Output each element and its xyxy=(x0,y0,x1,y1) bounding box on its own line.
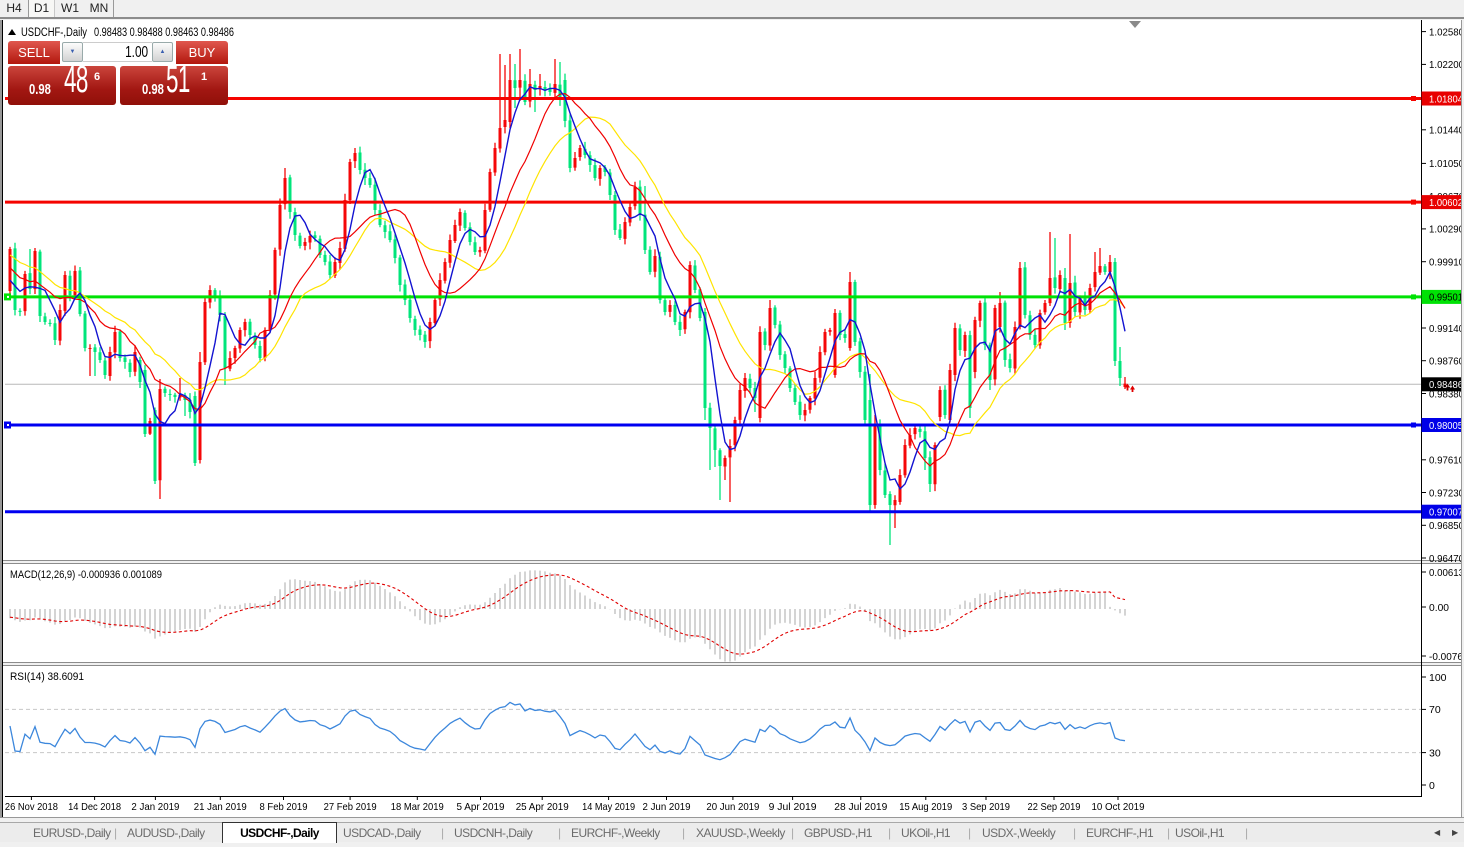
svg-text:20 Jun 2019: 20 Jun 2019 xyxy=(706,801,759,813)
svg-text:0.00613: 0.00613 xyxy=(1429,567,1464,579)
svg-text:70: 70 xyxy=(1429,704,1441,716)
svg-text:1.01050: 1.01050 xyxy=(1429,158,1464,170)
svg-text:0.98486: 0.98486 xyxy=(1429,379,1463,391)
svg-text:100: 100 xyxy=(1429,672,1447,684)
svg-text:0.98760: 0.98760 xyxy=(1429,356,1464,368)
svg-text:-0.007612: -0.007612 xyxy=(1429,651,1464,663)
svg-text:30: 30 xyxy=(1429,747,1441,759)
svg-text:MACD(12,26,9) -0.000936 0.0010: MACD(12,26,9) -0.000936 0.001089 xyxy=(10,569,162,581)
svg-text:0.96850: 0.96850 xyxy=(1429,520,1464,532)
svg-text:0.99910: 0.99910 xyxy=(1429,257,1464,269)
svg-text:USDCHF-,Daily: USDCHF-,Daily xyxy=(21,27,87,39)
svg-text:1.02200: 1.02200 xyxy=(1429,59,1464,71)
svg-text:0.96470: 0.96470 xyxy=(1429,553,1464,565)
svg-text:14 Dec 2018: 14 Dec 2018 xyxy=(68,801,121,813)
svg-text:21 Jan 2019: 21 Jan 2019 xyxy=(194,801,247,813)
svg-text:2 Jun 2019: 2 Jun 2019 xyxy=(643,801,691,813)
svg-text:1.01440: 1.01440 xyxy=(1429,125,1464,137)
svg-text:28 Jul 2019: 28 Jul 2019 xyxy=(834,801,887,813)
svg-text:0: 0 xyxy=(1429,780,1435,792)
svg-text:14 May 2019: 14 May 2019 xyxy=(582,801,635,813)
svg-text:22 Sep 2019: 22 Sep 2019 xyxy=(1028,801,1081,813)
svg-text:0.99140: 0.99140 xyxy=(1429,323,1464,335)
svg-text:1.01804: 1.01804 xyxy=(1429,93,1463,105)
svg-text:1.02580: 1.02580 xyxy=(1429,26,1464,38)
svg-text:27 Feb 2019: 27 Feb 2019 xyxy=(324,801,377,813)
svg-text:0.99501: 0.99501 xyxy=(1429,292,1463,304)
svg-text:25 Apr 2019: 25 Apr 2019 xyxy=(516,801,569,813)
svg-text:2 Jan 2019: 2 Jan 2019 xyxy=(131,801,179,813)
svg-text:15 Aug 2019: 15 Aug 2019 xyxy=(899,801,952,813)
svg-text:9 Jul 2019: 9 Jul 2019 xyxy=(769,801,817,813)
svg-text:0.97610: 0.97610 xyxy=(1429,455,1464,467)
svg-text:0.98005: 0.98005 xyxy=(1429,420,1463,432)
svg-text:0.98483 0.98488 0.98463 0.9848: 0.98483 0.98488 0.98463 0.98486 xyxy=(94,27,234,39)
svg-text:0.97007: 0.97007 xyxy=(1429,507,1463,519)
svg-text:3 Sep 2019: 3 Sep 2019 xyxy=(962,801,1010,813)
svg-text:26 Nov 2018: 26 Nov 2018 xyxy=(5,801,58,813)
svg-text:18 Mar 2019: 18 Mar 2019 xyxy=(391,801,444,813)
svg-text:RSI(14) 38.6091: RSI(14) 38.6091 xyxy=(10,671,84,683)
svg-text:1.00602: 1.00602 xyxy=(1429,197,1463,209)
svg-text:8 Feb 2019: 8 Feb 2019 xyxy=(260,801,308,813)
svg-text:1.00290: 1.00290 xyxy=(1429,224,1464,236)
svg-text:0.00: 0.00 xyxy=(1429,602,1449,614)
svg-text:5 Apr 2019: 5 Apr 2019 xyxy=(457,801,505,813)
svg-text:10 Oct 2019: 10 Oct 2019 xyxy=(1092,801,1145,813)
svg-text:0.97230: 0.97230 xyxy=(1429,487,1464,499)
